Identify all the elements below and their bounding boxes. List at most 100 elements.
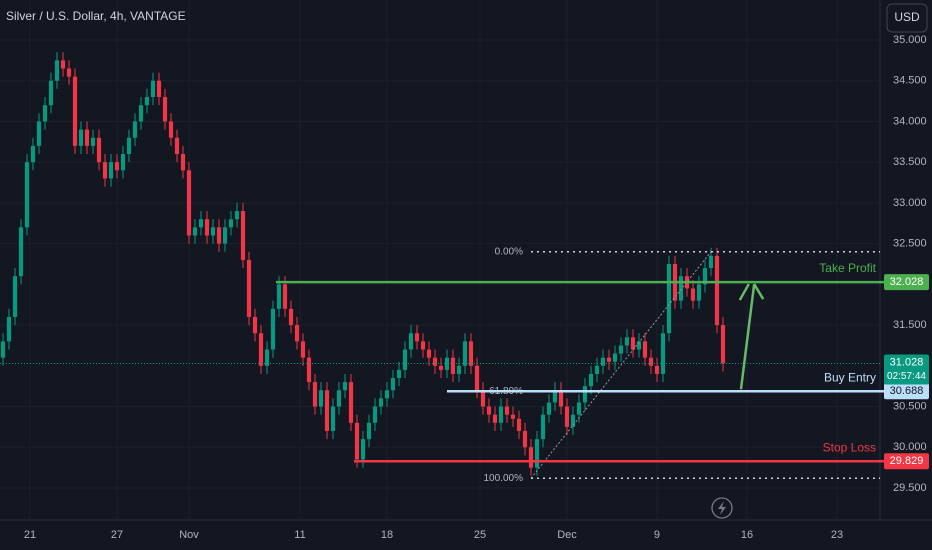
level-label: Stop Loss: [823, 440, 876, 454]
candle-body: [678, 276, 684, 301]
candle-body: [504, 406, 510, 415]
candle-body: [42, 105, 48, 122]
candle-body: [186, 170, 192, 236]
candle-body: [564, 406, 570, 427]
candle-body: [72, 76, 78, 146]
candle-body: [6, 316, 12, 342]
candle-body: [366, 422, 372, 440]
fib-label: 100.00%: [484, 473, 524, 484]
candle-body: [54, 60, 60, 81]
candle-body: [612, 353, 618, 362]
price-tag-label: 29.829: [890, 455, 924, 467]
price-tag: [884, 453, 929, 470]
candle-body: [306, 357, 312, 383]
candle-body: [174, 137, 180, 155]
candle-body: [348, 382, 354, 423]
candle-body: [654, 365, 660, 374]
candle-body: [330, 406, 336, 431]
candle-body: [162, 97, 168, 122]
candle-body: [390, 378, 396, 391]
candle-body: [648, 357, 654, 366]
y-tick-label: 29.500: [893, 482, 927, 494]
candle-body: [516, 418, 522, 431]
candle-body: [624, 337, 630, 346]
candle-body: [234, 211, 240, 220]
candle-body: [354, 422, 360, 460]
candle-body: [288, 308, 294, 326]
candle-body: [102, 162, 108, 179]
candle-body: [570, 414, 576, 427]
candle-body: [0, 341, 6, 358]
x-tick-label: 18: [381, 529, 393, 541]
candle-body: [198, 219, 204, 228]
candle-body: [12, 276, 18, 317]
candle-body: [156, 80, 162, 98]
candle-body: [372, 406, 378, 423]
fib-trend-line: [530, 251, 712, 479]
candle-body: [96, 137, 102, 163]
candle-body: [336, 390, 342, 407]
price-tag: [884, 274, 929, 291]
price-tag-label: 30.688: [890, 385, 924, 397]
candle-body: [300, 341, 306, 358]
y-tick-label: 30.000: [893, 441, 927, 453]
candle-body: [492, 414, 498, 423]
level-label: Buy Entry: [824, 370, 876, 384]
candle-body: [660, 333, 666, 374]
candle-body: [402, 349, 408, 370]
currency-button[interactable]: [886, 3, 928, 33]
candle-body: [696, 284, 702, 301]
candle-body: [636, 341, 642, 350]
candle-body: [552, 390, 558, 403]
candle-body: [120, 154, 126, 171]
last-price-tag: [884, 354, 929, 385]
currency-label[interactable]: USD: [894, 10, 920, 24]
candle-body: [408, 333, 414, 350]
candle-body: [294, 325, 300, 342]
candle-body: [606, 357, 612, 362]
candles: [0, 52, 726, 476]
candle-body: [312, 382, 318, 407]
candle-body: [720, 325, 726, 364]
x-tick-label: 25: [474, 529, 486, 541]
candle-body: [180, 154, 186, 171]
candle-body: [282, 284, 288, 309]
candle-body: [252, 316, 258, 334]
candle-body: [444, 357, 450, 370]
candle-body: [150, 80, 156, 98]
candle-body: [132, 121, 138, 138]
candle-body: [48, 80, 54, 106]
candle-body: [342, 382, 348, 391]
candle-body: [144, 97, 150, 106]
candle-body: [108, 162, 114, 179]
candle-body: [360, 439, 366, 460]
y-tick-label: 30.500: [893, 400, 927, 412]
countdown-label: 02:57:44: [887, 371, 926, 382]
candle-body: [114, 162, 120, 171]
candle-body: [264, 349, 270, 366]
price-tag-label: 32.028: [890, 276, 924, 288]
candle-body: [66, 68, 72, 77]
candle-body: [546, 402, 552, 415]
x-tick-label: 23: [831, 529, 843, 541]
candle-body: [510, 414, 516, 419]
x-tick-label: 21: [24, 529, 36, 541]
candle-body: [30, 145, 36, 163]
candle-body: [384, 390, 390, 399]
candle-body: [534, 439, 540, 468]
candle-body: [714, 255, 720, 326]
x-tick-label: 9: [654, 529, 660, 541]
candle-body: [18, 227, 24, 277]
lightning-icon: [711, 497, 733, 519]
candle-body: [630, 337, 636, 350]
candle-body: [480, 390, 486, 407]
candle-body: [420, 341, 426, 350]
candle-body: [258, 333, 264, 366]
candle-body: [78, 129, 84, 146]
y-tick-label: 32.500: [893, 238, 927, 250]
candle-body: [642, 341, 648, 358]
